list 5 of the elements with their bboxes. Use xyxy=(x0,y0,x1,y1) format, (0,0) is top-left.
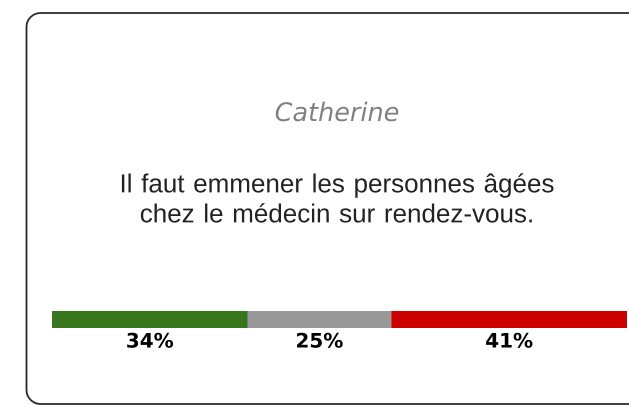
chart-title: Catherine xyxy=(276,102,398,122)
chart-subtitle: Il faut emmener les personnes âgées chez le médecin sur rendez-vous. xyxy=(122,173,554,223)
data-label: 41% xyxy=(486,332,532,348)
data-label: 25% xyxy=(297,332,343,348)
data-label: 34% xyxy=(127,332,174,348)
